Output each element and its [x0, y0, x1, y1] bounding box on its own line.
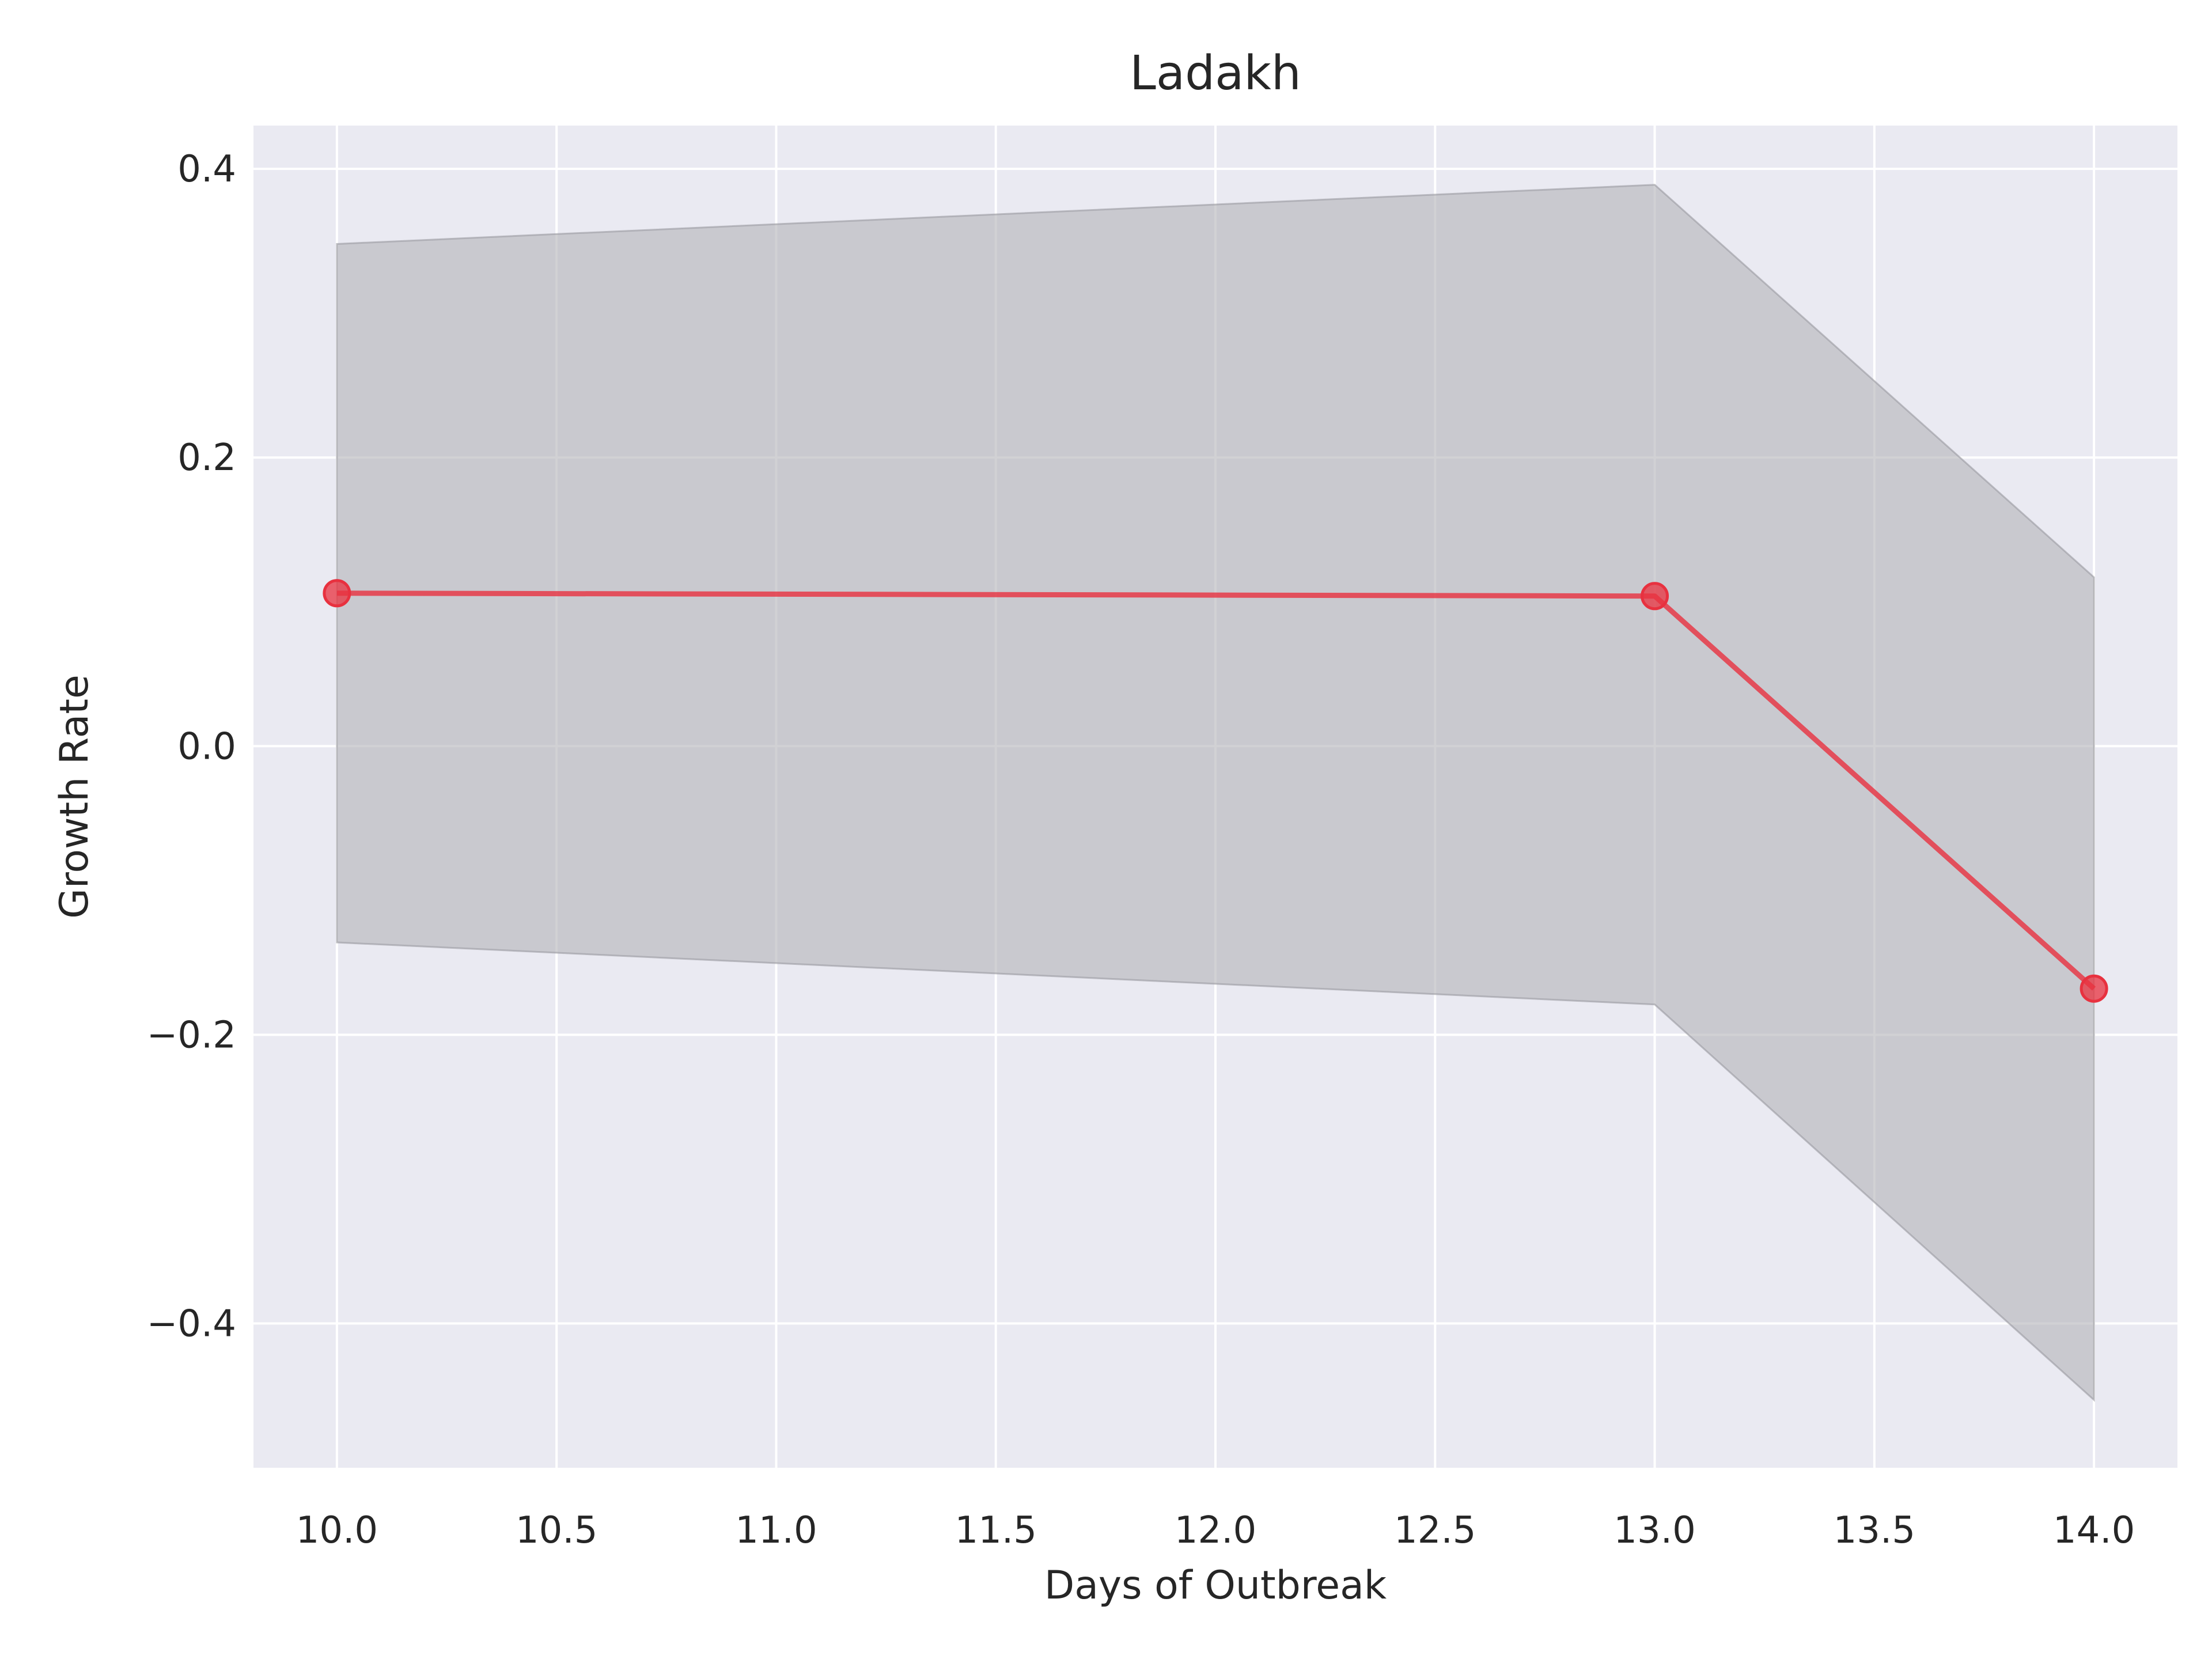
x-tick-label: 12.0	[1175, 1509, 1257, 1552]
confidence-band	[336, 184, 2095, 1402]
y-tick-label: −0.4	[147, 1302, 236, 1345]
y-tick-label: 0.4	[177, 148, 236, 191]
x-tick-label: 11.5	[955, 1509, 1037, 1552]
x-tick-label: 13.5	[1834, 1509, 1916, 1552]
y-tick-labels: −0.4 −0.2 0.0 0.2 0.4	[147, 148, 236, 1345]
x-tick-label: 14.0	[2053, 1509, 2135, 1552]
data-point	[1641, 582, 1669, 611]
x-tick-label: 10.5	[516, 1509, 598, 1552]
x-axis-label: Days of Outbreak	[1044, 1563, 1387, 1608]
data-point	[323, 579, 351, 608]
y-tick-label: 0.2	[177, 437, 236, 479]
x-tick-label: 13.0	[1613, 1509, 1696, 1552]
x-tick-label: 12.5	[1394, 1509, 1476, 1552]
confidence-band-area	[336, 184, 2095, 1402]
y-tick-label: 0.0	[177, 725, 236, 768]
y-tick-label: −0.2	[147, 1014, 236, 1056]
y-axis-label: Growth Rate	[52, 675, 97, 919]
x-tick-label: 11.0	[735, 1509, 817, 1552]
x-tick-label: 10.0	[296, 1509, 378, 1552]
chart-title: Ladakh	[1130, 46, 1301, 101]
series-points	[323, 579, 2108, 1003]
x-tick-labels: 10.0 10.5 11.0 11.5 12.0 12.5 13.0 13.5 14.0	[296, 1509, 2135, 1552]
data-point	[2080, 974, 2108, 1003]
